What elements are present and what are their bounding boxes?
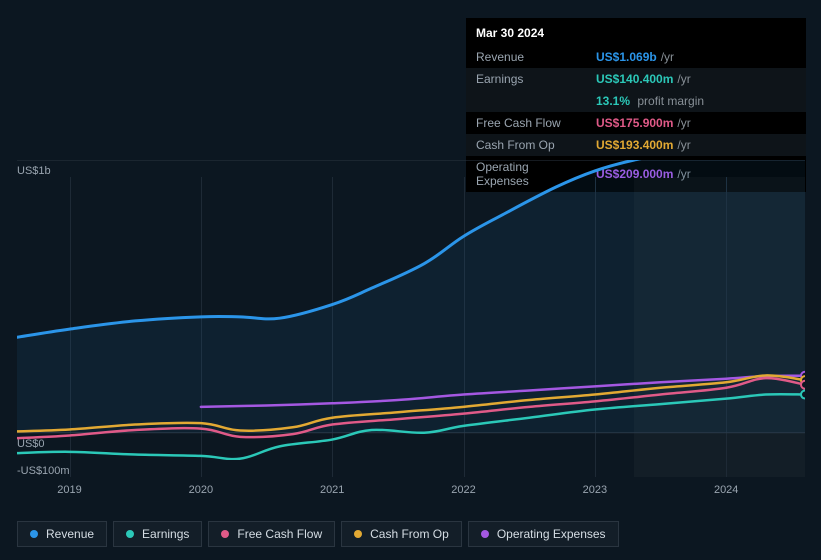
tooltip-row-label: Cash From Op xyxy=(466,134,586,156)
legend-color-dot xyxy=(221,530,229,538)
tooltip-row: RevenueUS$1.069b/yr xyxy=(466,46,806,68)
y-axis-label: -US$100m xyxy=(17,465,70,477)
tooltip-row: EarningsUS$140.400m/yr xyxy=(466,68,806,90)
legend-color-dot xyxy=(126,530,134,538)
legend-color-dot xyxy=(481,530,489,538)
tooltip-row-value: US$175.900m/yr xyxy=(586,112,806,134)
x-axis-label: 2021 xyxy=(320,484,344,496)
tooltip-subrow: 13.1% profit margin xyxy=(466,90,806,112)
tooltip-row-value: US$193.400m/yr xyxy=(586,134,806,156)
tooltip-row: Free Cash FlowUS$175.900m/yr xyxy=(466,112,806,134)
tooltip-row-label: Revenue xyxy=(466,46,586,68)
legend-label: Revenue xyxy=(46,527,94,541)
legend-label: Free Cash Flow xyxy=(237,527,322,541)
legend-item[interactable]: Operating Expenses xyxy=(468,521,619,547)
legend-color-dot xyxy=(30,530,38,538)
x-axis-label: 2024 xyxy=(714,484,738,496)
x-axis-label: 2020 xyxy=(189,484,213,496)
tooltip-row-value: US$1.069b/yr xyxy=(586,46,806,68)
legend-item[interactable]: Revenue xyxy=(17,521,107,547)
legend-label: Earnings xyxy=(142,527,189,541)
series-end-marker xyxy=(801,381,805,389)
tooltip-row: Cash From OpUS$193.400m/yr xyxy=(466,134,806,156)
x-axis-label: 2019 xyxy=(57,484,81,496)
legend-item[interactable]: Earnings xyxy=(113,521,202,547)
legend-label: Cash From Op xyxy=(370,527,449,541)
financials-chart[interactable]: US$1bUS$0-US$100m 2019202020212022202320… xyxy=(17,160,805,500)
x-axis-label: 2022 xyxy=(451,484,475,496)
legend-item[interactable]: Free Cash Flow xyxy=(208,521,335,547)
legend: Revenue Earnings Free Cash Flow Cash From O… xyxy=(17,521,619,547)
tooltip-row-label: Free Cash Flow xyxy=(466,112,586,134)
legend-label: Operating Expenses xyxy=(497,527,606,541)
chart-svg xyxy=(17,160,805,460)
series-end-marker xyxy=(801,391,805,399)
tooltip-date: Mar 30 2024 xyxy=(466,18,806,46)
legend-item[interactable]: Cash From Op xyxy=(341,521,462,547)
tooltip-row-label: Earnings xyxy=(466,68,586,90)
x-axis-label: 2023 xyxy=(583,484,607,496)
tooltip-row-value: US$140.400m/yr xyxy=(586,68,806,90)
legend-color-dot xyxy=(354,530,362,538)
